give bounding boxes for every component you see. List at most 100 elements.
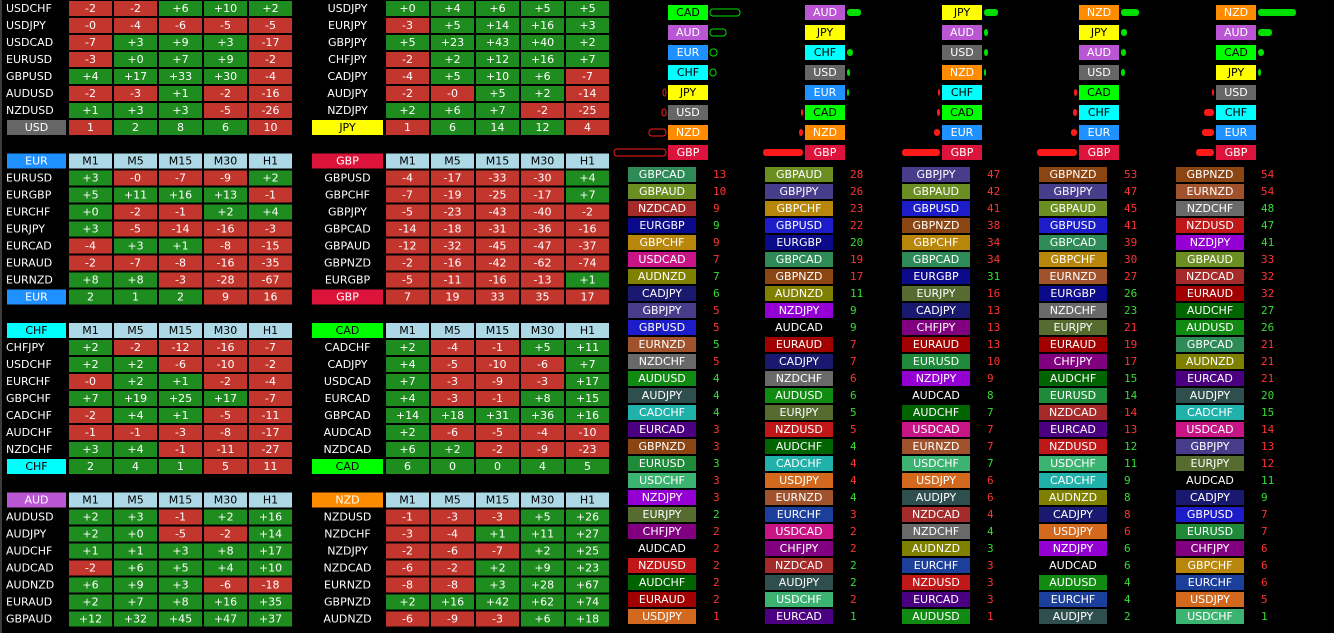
pair-name: GBPNZD [1050, 168, 1097, 181]
pair-box [765, 252, 833, 267]
pair-value: 26 [1124, 287, 1137, 300]
currency-label-box [805, 5, 845, 20]
pair-label: USDJPY [328, 2, 368, 15]
change-cell [69, 204, 112, 220]
pair-name: GBPCHF [777, 202, 822, 215]
change-value: +1 [82, 545, 98, 558]
change-value: +1 [172, 87, 188, 100]
pair-value: 54 [1261, 185, 1275, 198]
pair-label: USDJPY [6, 19, 46, 32]
change-value: -16 [217, 341, 235, 354]
pair-box [1039, 303, 1107, 318]
change-value: -2 [537, 104, 548, 117]
pair-name: USDCHF [639, 474, 685, 487]
pair-value: 4 [850, 440, 857, 453]
currency-label: JPY [679, 86, 697, 99]
currency-label: CAD [676, 6, 700, 19]
column-header-box [114, 323, 157, 338]
pair-box [902, 269, 970, 284]
change-value: +3 [127, 104, 143, 117]
change-cell [566, 204, 609, 220]
change-value: -0 [130, 172, 141, 185]
summary-value: 9 [222, 291, 229, 304]
pair-box [1176, 439, 1244, 454]
change-value: -7 [85, 36, 96, 49]
change-value: -36 [534, 223, 552, 236]
change-value: +42 [486, 596, 509, 609]
pair-name: GBPCAD [913, 253, 959, 266]
change-cell [476, 86, 519, 101]
change-cell [114, 357, 157, 372]
change-cell [204, 272, 247, 288]
change-cell [566, 221, 609, 237]
pair-name: GBPCAD [1187, 338, 1233, 351]
pair-name: CHFJPY [1191, 542, 1230, 555]
change-value: -17 [262, 426, 280, 439]
pair-name: CADCHF [639, 406, 685, 419]
pair-value: 3 [987, 542, 994, 555]
pair-value: 3 [987, 593, 994, 606]
change-value: +45 [169, 613, 192, 626]
change-cell [69, 357, 112, 372]
pair-name: GBPJPY [916, 168, 955, 181]
change-value: -5 [175, 528, 186, 541]
pair-value: 39 [1124, 236, 1137, 249]
change-cell [159, 1, 202, 16]
pair-value: 23 [1124, 304, 1137, 317]
change-cell [521, 509, 564, 525]
currency-label-box [805, 65, 845, 80]
change-value: -8 [220, 240, 231, 253]
pair-label: GBPCHF [325, 189, 370, 202]
pair-box [628, 473, 696, 488]
currency-label-box [668, 45, 708, 60]
currency-label: GBP [1088, 146, 1111, 159]
summary-cell [476, 120, 519, 135]
pair-box [628, 337, 696, 352]
change-cell [521, 408, 564, 423]
column-header-box [159, 153, 202, 169]
change-cell [249, 408, 292, 423]
change-cell [386, 255, 429, 271]
column-header: M5 [127, 155, 144, 168]
change-cell [431, 69, 474, 84]
pair-box [1176, 354, 1244, 369]
pair-value: 1 [850, 610, 857, 623]
pair-box [902, 575, 970, 590]
pair-box [628, 320, 696, 335]
change-cell [249, 374, 292, 389]
change-cell [566, 391, 609, 406]
pair-box [628, 235, 696, 250]
column-header: M1 [399, 155, 416, 168]
pair-value: 21 [1261, 355, 1274, 368]
summary-label: CAD [336, 460, 360, 473]
change-value: -4 [402, 172, 413, 185]
change-cell [159, 442, 202, 457]
change-cell [566, 69, 609, 84]
pair-name: EURCAD [639, 423, 685, 436]
column-header: M1 [82, 494, 99, 507]
change-cell [204, 391, 247, 406]
change-value: -11 [262, 409, 280, 422]
change-cell [159, 86, 202, 101]
change-value: +16 [531, 19, 554, 32]
currency-label: EUR [677, 46, 700, 59]
change-value: -9 [492, 375, 503, 388]
change-cell [204, 340, 247, 355]
change-value: -17 [262, 36, 280, 49]
column-header-box [69, 323, 112, 338]
strength-bar [1121, 9, 1139, 16]
change-cell [431, 594, 474, 610]
change-cell [249, 170, 292, 186]
pair-box [628, 354, 696, 369]
change-cell [431, 611, 474, 627]
summary-value: 6 [222, 121, 229, 134]
currency-label-box [1079, 25, 1119, 40]
change-value: +7 [172, 53, 188, 66]
pair-box [1176, 405, 1244, 420]
summary-cell [159, 120, 202, 135]
change-value: +2 [534, 545, 550, 558]
pair-name: AUDUSD [1049, 576, 1097, 589]
pair-value: 14 [1124, 389, 1138, 402]
pair-box [765, 490, 833, 505]
change-cell [69, 594, 112, 610]
